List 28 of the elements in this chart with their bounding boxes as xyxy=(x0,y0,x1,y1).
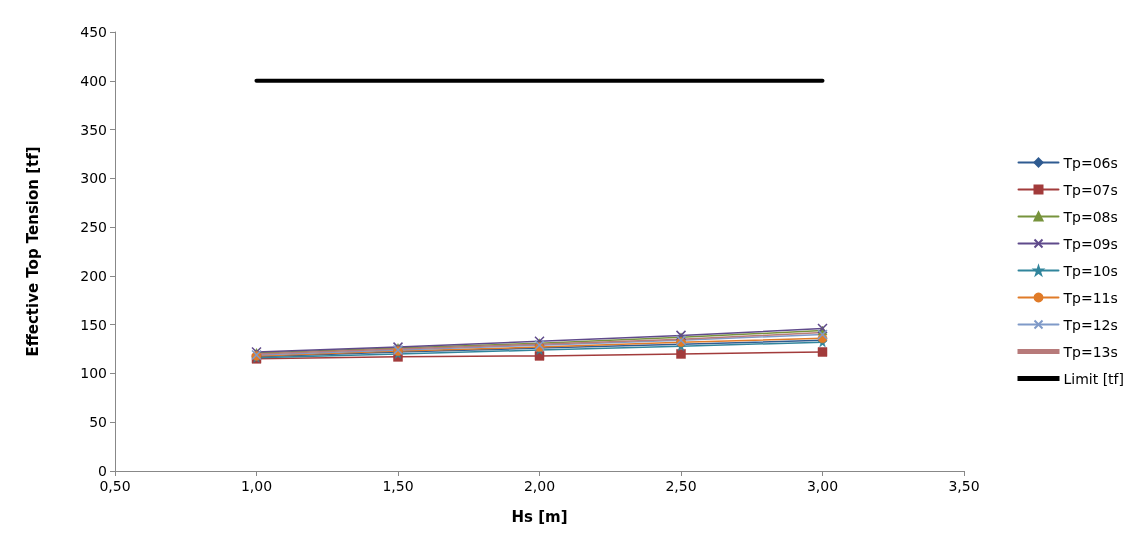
y-tick-label: 400 xyxy=(80,72,107,89)
y-tick-label: 50 xyxy=(89,414,107,431)
x-tick-label: 1,00 xyxy=(240,478,273,494)
y-tick-label: 250 xyxy=(80,219,107,236)
x-axis-title: Hs [m] xyxy=(511,507,568,526)
x-tick-label: 0,50 xyxy=(99,478,131,494)
y-tick-label: 300 xyxy=(80,170,107,187)
legend-label: Limit [tf] xyxy=(1063,370,1124,387)
y-axis-title: Effective Top Tension [tf] xyxy=(23,146,42,357)
y-tick-label: 150 xyxy=(80,316,107,333)
y-tick-label: 450 xyxy=(80,24,107,40)
x-tick-label: 3,50 xyxy=(948,478,980,494)
y-tick-label: 200 xyxy=(80,267,107,284)
legend-label: Tp=06s xyxy=(1062,154,1118,171)
x-tick-label: 2,00 xyxy=(523,478,556,494)
legend-label: Tp=11s xyxy=(1062,289,1118,306)
y-tick-label: 0 xyxy=(98,463,107,479)
legend-label: Tp=08s xyxy=(1062,208,1118,225)
legend-label: Tp=12s xyxy=(1062,316,1118,333)
y-tick-label: 100 xyxy=(80,365,107,382)
legend-label: Tp=07s xyxy=(1062,181,1118,198)
legend-label: Tp=13s xyxy=(1062,343,1118,360)
legend-label: Tp=09s xyxy=(1062,235,1118,252)
x-tick-label: 1,50 xyxy=(382,478,414,494)
y-tick-label: 350 xyxy=(80,121,107,138)
x-tick-label: 2,50 xyxy=(665,478,697,494)
legend-label: Tp=10s xyxy=(1062,262,1118,279)
x-tick-label: 3,00 xyxy=(806,478,839,494)
